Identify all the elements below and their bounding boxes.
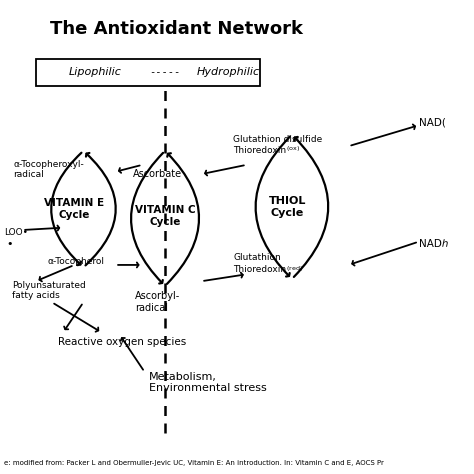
Text: Ascorbate: Ascorbate (133, 169, 182, 179)
Text: Lipophilic: Lipophilic (68, 67, 121, 77)
Text: e: modified from: Packer L and Obermuller-Jevic UC, Vitamin E: An introduction. : e: modified from: Packer L and Obermulle… (4, 460, 384, 466)
Text: α-Tocopheroxyl-
radical: α-Tocopheroxyl- radical (13, 160, 84, 179)
Text: NADℎ: NADℎ (419, 239, 448, 249)
Text: LOO•: LOO• (4, 228, 28, 237)
Text: VITAMIN C
Cycle: VITAMIN C Cycle (135, 205, 195, 227)
Text: VITAMIN E
Cycle: VITAMIN E Cycle (45, 198, 104, 220)
Text: Glutathion: Glutathion (233, 254, 281, 263)
Text: NAD(: NAD( (419, 118, 446, 128)
Text: $_{\mathrm{(ox)}}$: $_{\mathrm{(ox)}}$ (286, 146, 300, 155)
Text: Metabolism,: Metabolism, (149, 372, 217, 382)
Text: •: • (7, 239, 13, 249)
Text: -----: ----- (149, 67, 181, 77)
Text: α-Tocopherol: α-Tocopherol (47, 257, 104, 266)
Text: Hydrophilic: Hydrophilic (197, 67, 260, 77)
Text: Thioredoxin: Thioredoxin (233, 146, 286, 155)
Bar (36, 59, 260, 86)
Text: The Antioxidant Network: The Antioxidant Network (50, 20, 303, 38)
Text: $_{\mathrm{(red)}}$: $_{\mathrm{(red)}}$ (286, 264, 303, 275)
Text: Glutathion disulfide: Glutathion disulfide (233, 135, 322, 144)
Text: THIOL
Cycle: THIOL Cycle (269, 196, 306, 218)
Text: Ascorbyl-
radical: Ascorbyl- radical (135, 292, 180, 313)
Text: Thioredoxin: Thioredoxin (233, 265, 286, 274)
Text: Environmental stress: Environmental stress (149, 383, 267, 393)
Text: Polyunsaturated
fatty acids: Polyunsaturated fatty acids (12, 281, 86, 300)
Text: Reactive oxygen species: Reactive oxygen species (58, 337, 186, 347)
